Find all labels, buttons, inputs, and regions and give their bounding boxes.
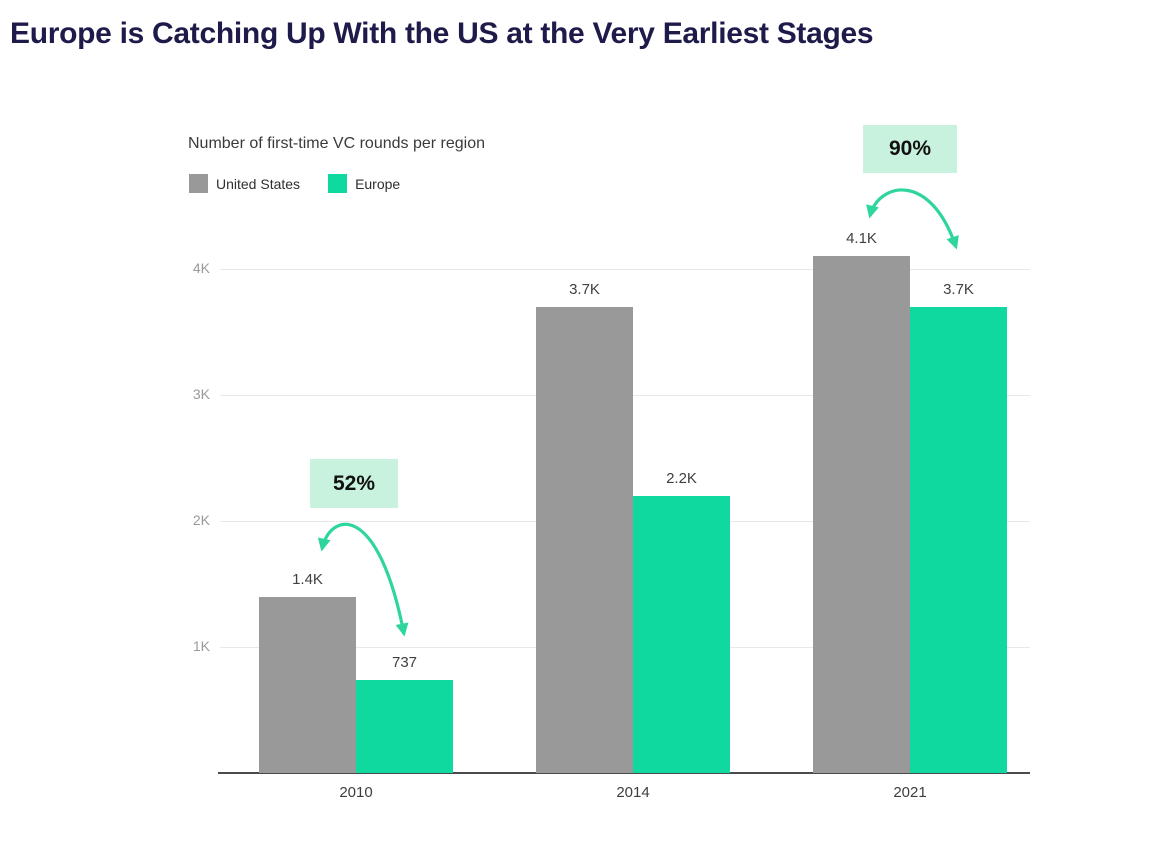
y-tick-2K: 2K: [192, 512, 210, 528]
annotation-90-percent: 90%: [863, 125, 957, 173]
value-label-europe-2010: 737: [391, 654, 418, 671]
bar-europe-2014: [633, 496, 730, 773]
x-axis-line: [218, 772, 1030, 774]
bar-united-states-2014: [536, 307, 633, 773]
bar-united-states-2021: [813, 256, 910, 773]
value-label-europe-2021: 3.7K: [943, 281, 974, 298]
bar-europe-2021: [910, 307, 1007, 773]
legend-label-europe: Europe: [355, 175, 401, 192]
annotation-52-label: 52%: [332, 471, 376, 495]
value-label-europe-2014: 2.2K: [666, 470, 697, 487]
legend-label-united-states: United States: [216, 175, 301, 192]
value-label-united-states-2014: 3.7K: [569, 281, 600, 298]
value-label-united-states-2010: 1.4K: [292, 571, 323, 588]
y-tick-4K: 4K: [192, 260, 210, 276]
y-tick-3K: 3K: [192, 386, 210, 402]
chart-title: Number of first-time VC rounds per regio…: [188, 135, 485, 152]
chart-legend: United States Europe: [189, 174, 418, 193]
annotation-52-percent: 52%: [310, 459, 398, 508]
united-states-swatch: [189, 174, 208, 193]
bar-united-states-2010: [259, 597, 356, 773]
europe-swatch: [328, 174, 348, 193]
page-title: Europe is Catching Up With the US at the…: [10, 17, 874, 50]
x-tick-2014: 2014: [616, 784, 650, 801]
y-tick-1K: 1K: [192, 638, 210, 654]
bar-europe-2010: [356, 680, 453, 773]
legend-item-united-states: United States: [189, 174, 300, 193]
x-tick-2010: 2010: [339, 784, 373, 801]
x-tick-2021: 2021: [893, 784, 927, 801]
legend-item-europe: Europe: [328, 174, 400, 193]
value-label-united-states-2021: 4.1K: [846, 230, 877, 247]
gridline-4K: [220, 269, 1030, 270]
annotation-90-label: 90%: [888, 137, 932, 160]
